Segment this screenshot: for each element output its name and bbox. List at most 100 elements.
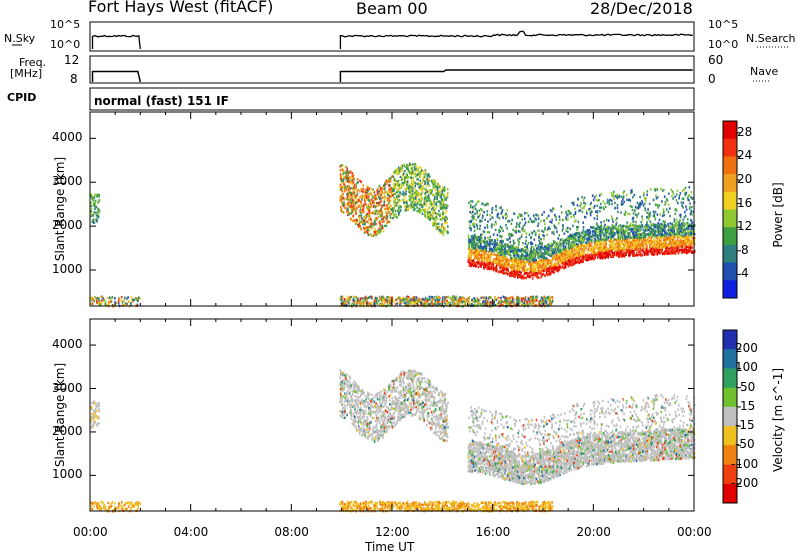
echo-pixel (363, 196, 365, 199)
echo-pixel (578, 249, 580, 253)
echo-pixel (684, 251, 686, 254)
echo-pixel (409, 172, 411, 175)
echo-pixel (561, 238, 564, 241)
echo-pixel (387, 191, 390, 195)
echo-pixel (691, 205, 693, 209)
echo-pixel (522, 227, 524, 231)
echo-pixel (339, 165, 342, 168)
echo-pixel (435, 192, 437, 196)
echo-pixel (515, 229, 518, 232)
echo-pixel (514, 253, 517, 256)
echo-pixel (479, 213, 481, 216)
echo-pixel (658, 252, 661, 255)
echo-pixel (575, 261, 577, 264)
echo-pixel (610, 244, 613, 248)
echo-pixel (372, 190, 375, 193)
echo-pixel (434, 218, 437, 222)
echo-pixel (641, 199, 643, 203)
echo-pixel (380, 218, 383, 221)
echo-pixel (431, 207, 433, 211)
echo-pixel (571, 258, 574, 262)
echo-pixel (524, 242, 527, 245)
echo-pixel (372, 196, 374, 199)
echo-pixel (340, 180, 343, 183)
echo-pixel (690, 196, 692, 199)
echo-pixel (416, 168, 419, 172)
echo-pixel (549, 227, 551, 231)
echo-pixel (405, 201, 408, 204)
echo-pixel (524, 217, 526, 221)
echo-pixel (690, 223, 693, 226)
echo-pixel (339, 199, 342, 202)
echo-pixel (411, 167, 414, 170)
echo-pixel (687, 223, 689, 227)
echo-pixel (502, 229, 504, 232)
echo-pixel (640, 234, 643, 237)
echo-pixel (642, 243, 645, 247)
echo-pixel (446, 221, 448, 225)
echo-pixel (656, 188, 659, 191)
echo-pixel (518, 223, 520, 226)
echo-pixel (353, 199, 355, 203)
echo-pixel (421, 212, 424, 215)
echo-pixel (444, 212, 447, 215)
echo-pixel (635, 226, 638, 229)
echo-pixel (343, 182, 345, 186)
echo-pixel (595, 229, 597, 233)
echo-pixel (486, 210, 489, 213)
echo-pixel (394, 169, 397, 173)
echo-pixel (583, 204, 586, 208)
echo-pixel (412, 173, 415, 176)
echo-pixel (619, 237, 621, 240)
echo-pixel (510, 266, 513, 269)
echo-pixel (516, 268, 519, 271)
echo-pixel (524, 230, 526, 233)
echo-pixel (569, 263, 571, 266)
echo-pixel (545, 257, 548, 260)
echo-pixel (409, 186, 412, 189)
echo-pixel (521, 277, 523, 280)
echo-pixel (443, 186, 446, 189)
echo-pixel (361, 208, 364, 212)
echo-pixel (416, 195, 419, 198)
echo-pixel (533, 268, 536, 271)
echo-pixel (649, 211, 651, 215)
echo-pixel (521, 263, 523, 266)
echo-pixel (346, 185, 348, 188)
echo-pixel (564, 240, 566, 244)
echo-pixel (471, 205, 474, 209)
echo-pixel (581, 210, 584, 214)
echo-pixel (405, 175, 408, 179)
echo-pixel (535, 213, 537, 216)
echo-pixel (502, 258, 504, 261)
echo-pixel (526, 258, 528, 262)
echo-pixel (537, 214, 540, 217)
echo-pixel (661, 200, 663, 203)
echo-pixel (411, 197, 414, 201)
echo-pixel (537, 264, 540, 267)
echo-pixel (618, 225, 620, 228)
echo-pixel (398, 195, 400, 198)
echo-pixel (611, 232, 613, 235)
echo-pixel (573, 220, 576, 223)
echo-pixel (442, 189, 444, 192)
echo-pixel (534, 269, 536, 273)
echo-pixel (368, 187, 371, 190)
echo-pixel (666, 250, 668, 254)
echo-pixel (522, 241, 524, 245)
echo-pixel (352, 208, 354, 211)
echo-pixel (423, 196, 426, 200)
echo-pixel (551, 210, 553, 213)
echo-pixel (572, 201, 575, 204)
echo-pixel (564, 263, 567, 267)
echo-pixel (593, 256, 596, 260)
echo-pixel (549, 220, 551, 223)
echo-pixel (356, 192, 359, 195)
echo-pixel (656, 203, 659, 207)
echo-pixel (666, 238, 668, 241)
echo-pixel (537, 217, 540, 220)
echo-pixel (645, 228, 647, 232)
echo-pixel (564, 258, 566, 261)
echo-pixel (595, 239, 597, 243)
echo-pixel (603, 225, 605, 229)
